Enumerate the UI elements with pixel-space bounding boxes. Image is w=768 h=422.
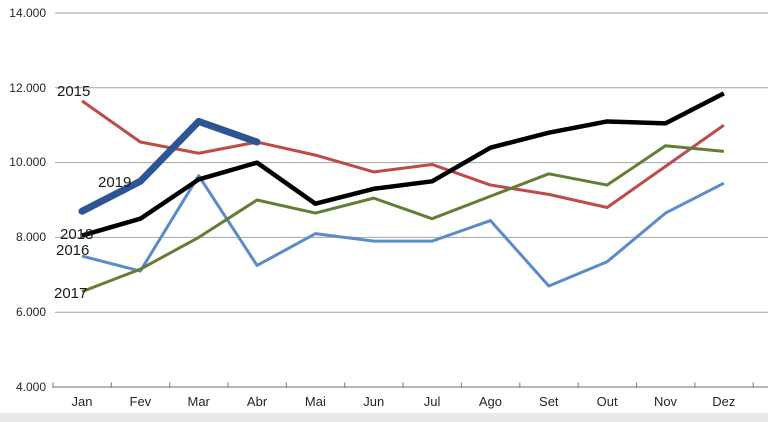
- series-label-2017: 2017: [54, 285, 88, 302]
- series-line-2018: [81, 91, 725, 238]
- y-axis-label: 14.000: [9, 6, 46, 20]
- series-line-2016: [81, 174, 725, 288]
- x-axis-label: Set: [539, 394, 559, 409]
- y-axis-label: 8.000: [15, 230, 46, 244]
- series-line-2019: [78, 117, 261, 215]
- x-axis-label: Jul: [423, 394, 441, 409]
- x-axis-label: Nov: [653, 394, 678, 409]
- x-axis-label: Mar: [187, 394, 210, 409]
- y-axis-label: 10.000: [9, 155, 46, 169]
- bottom-strip: [0, 413, 768, 422]
- x-axis-label: Jun: [363, 394, 385, 409]
- series-label-2018: 2018: [60, 226, 94, 243]
- y-axis-label: 4.000: [15, 380, 46, 394]
- series-label-2016: 2016: [56, 242, 90, 259]
- y-axis-label: 12.000: [9, 81, 46, 95]
- series-label-2015: 2015: [57, 83, 91, 100]
- series-label-2019: 2019: [98, 174, 132, 191]
- x-axis-label: Jan: [71, 394, 93, 409]
- x-axis-label: Abr: [246, 394, 268, 409]
- x-axis-label: Dez: [712, 394, 736, 409]
- x-axis-label: Mai: [304, 394, 326, 409]
- y-axis-label: 6.000: [15, 305, 46, 319]
- x-axis-label: Ago: [478, 394, 502, 409]
- x-axis-label: Out: [596, 394, 618, 409]
- series-line-2017: [81, 144, 724, 294]
- series-line-2015: [81, 99, 725, 209]
- x-axis-label: Fev: [129, 394, 152, 409]
